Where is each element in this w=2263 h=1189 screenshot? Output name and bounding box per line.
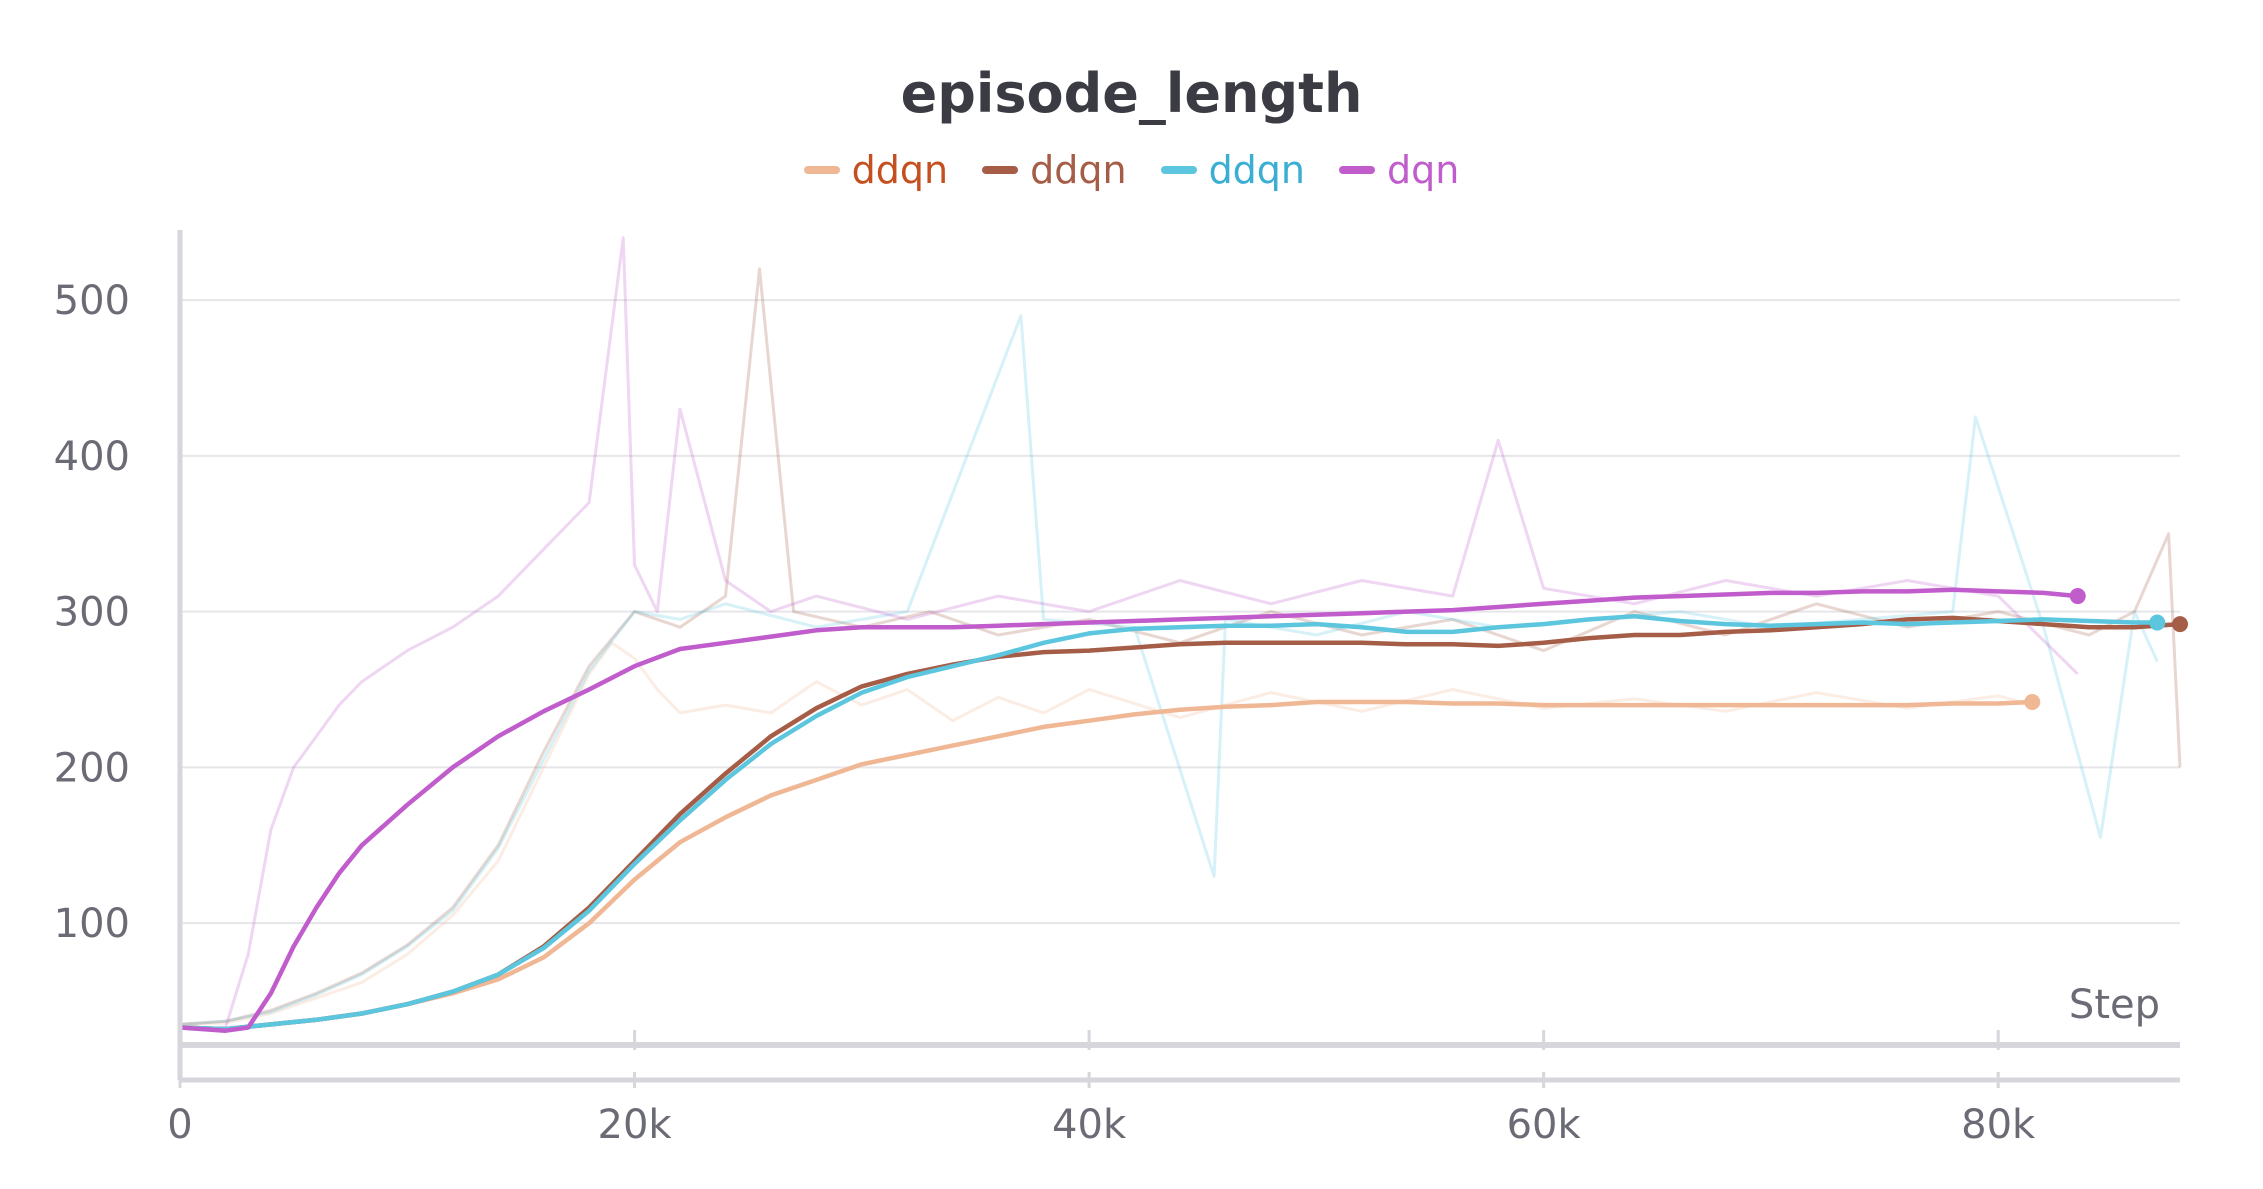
x-tick-label: 40k	[1052, 1102, 1127, 1148]
series-line	[177, 699, 2035, 1032]
legend-swatch	[803, 166, 840, 174]
y-tick-label: 400	[54, 434, 130, 480]
legend-label: ddqn	[851, 148, 949, 192]
legend-item[interactable]: dqn	[1339, 148, 1459, 192]
raw-series-layer	[179, 236, 2182, 1031]
x-tick-label: 0	[167, 1102, 192, 1148]
y-tick-label: 500	[54, 278, 130, 324]
x-tick-label: 20k	[598, 1102, 673, 1148]
series-line	[177, 615, 2183, 1032]
y-tick-label: 200	[54, 745, 130, 791]
grid-layer	[180, 299, 2180, 925]
x-tick-label: 80k	[1961, 1102, 2036, 1148]
series-line	[177, 614, 2160, 1032]
x-tick-label: 60k	[1507, 1102, 1582, 1148]
raw-series-line	[179, 236, 2079, 1031]
series-endpoint	[2172, 616, 2188, 633]
legend-label: ddqn	[1208, 148, 1306, 192]
series-line	[177, 587, 2080, 1033]
legend-swatch	[982, 166, 1019, 174]
series-endpoint	[2024, 693, 2041, 710]
raw-series-line	[179, 314, 2159, 1026]
chart-title: episode_length	[900, 62, 1363, 125]
y-tick-label: 300	[54, 590, 130, 636]
legend[interactable]: ddqn ddqn ddqn dqn	[0, 148, 2263, 192]
y-tick-label: 100	[54, 901, 130, 947]
legend-swatch	[1160, 166, 1197, 174]
legend-item[interactable]: ddqn	[982, 148, 1127, 192]
smoothed-series-layer	[177, 587, 2188, 1033]
legend-swatch	[1339, 166, 1376, 174]
raw-series-line	[179, 267, 2182, 1026]
legend-label: ddqn	[1030, 148, 1127, 192]
legend-item[interactable]: ddqn	[803, 148, 949, 192]
series-endpoint	[2149, 614, 2166, 631]
series-endpoint	[2069, 588, 2086, 605]
x-axis-label: Step	[2069, 982, 2160, 1028]
raw-series-line	[179, 641, 2033, 1026]
axis-layer: 100 200 300 400 500 0 20k 40k 60k 80k Step	[54, 230, 2180, 1148]
legend-label: dqn	[1387, 148, 1460, 192]
legend-item[interactable]: ddqn	[1160, 148, 1306, 192]
